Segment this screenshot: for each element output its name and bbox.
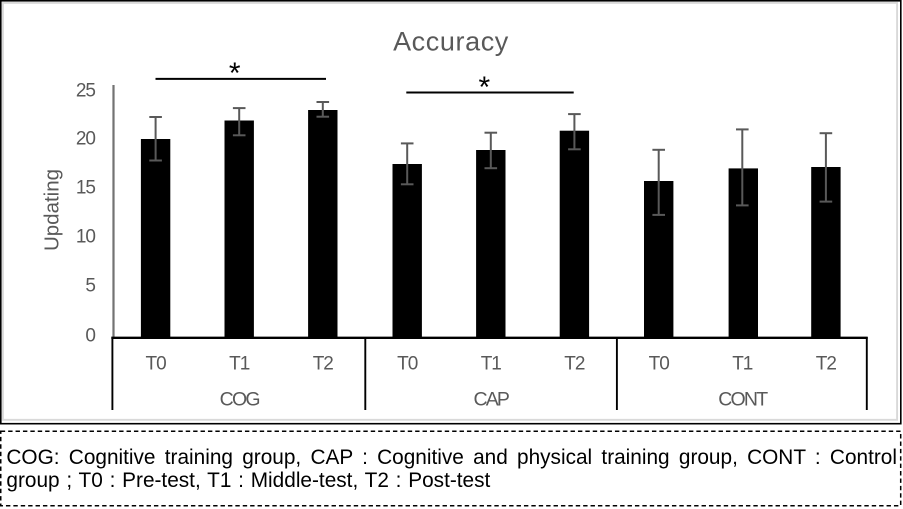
svg-text:5: 5 (85, 276, 95, 297)
svg-text:20: 20 (76, 129, 96, 150)
svg-text:Updating: Updating (41, 169, 64, 251)
svg-text:COG: COG (220, 389, 260, 411)
svg-text:10: 10 (76, 227, 96, 248)
svg-text:15: 15 (76, 178, 96, 199)
svg-text:Accuracy: Accuracy (393, 27, 509, 57)
svg-text:*: * (478, 71, 490, 104)
svg-text:CAP: CAP (473, 389, 508, 411)
svg-text:25: 25 (76, 81, 96, 102)
svg-text:T1: T1 (229, 354, 250, 375)
svg-text:T2: T2 (816, 354, 837, 375)
svg-text:T0: T0 (397, 354, 418, 375)
svg-text:0: 0 (85, 325, 95, 346)
svg-text:T2: T2 (564, 354, 585, 375)
svg-text:T0: T0 (649, 354, 670, 375)
svg-text:T0: T0 (146, 354, 167, 375)
svg-text:T1: T1 (481, 354, 502, 375)
svg-text:T1: T1 (732, 354, 753, 375)
svg-text:CONT: CONT (718, 389, 768, 411)
svg-text:*: * (229, 57, 241, 90)
svg-text:T2: T2 (313, 354, 334, 375)
